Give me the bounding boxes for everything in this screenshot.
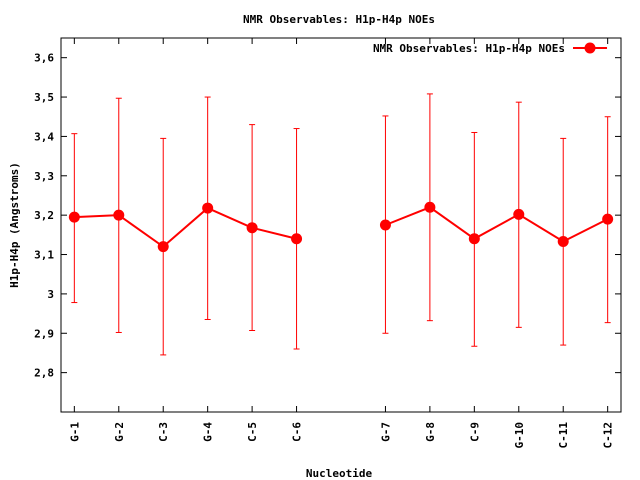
data-point [246, 222, 258, 234]
legend-marker [584, 42, 596, 54]
x-tick-label: C-9 [468, 422, 481, 442]
y-tick-label: 3,5 [34, 91, 54, 104]
y-tick-label: 3,4 [34, 130, 54, 143]
y-tick-label: 2,8 [34, 367, 54, 380]
y-tick-label: 2,9 [34, 327, 54, 340]
data-point [291, 233, 303, 245]
x-tick-label: G-4 [202, 422, 215, 442]
x-tick-label: G-10 [513, 422, 526, 449]
data-point [424, 201, 436, 213]
x-tick-label: G-2 [113, 422, 126, 442]
series-points [68, 201, 614, 253]
y-tick-label: 3,6 [34, 52, 54, 65]
x-tick-label: G-8 [424, 422, 437, 442]
series-lines [74, 206, 609, 248]
error-bars [71, 93, 611, 356]
y-axis: 2,8 2,9 3 3,1 3,2 3,3 3,4 3,5 3,6 [34, 52, 621, 380]
y-axis-label: H1p-H4p (Angstroms) [8, 162, 21, 288]
y-tick-label: 3,1 [34, 249, 54, 262]
x-tick-label: C-12 [602, 422, 615, 449]
data-point [379, 219, 391, 231]
x-tick-label: C-11 [557, 422, 570, 449]
plot-frame [60, 37, 622, 413]
legend: NMR Observables: H1p-H4p NOEs [373, 42, 607, 55]
y-tick-label: 3 [47, 288, 54, 301]
y-tick-label: 3,3 [34, 170, 54, 183]
x-axis-label: Nucleotide [306, 467, 373, 480]
data-point [68, 211, 80, 223]
x-tick-label: C-3 [157, 422, 170, 442]
data-point [113, 209, 125, 221]
x-axis: G-1 G-2 C-3 G-4 C-5 C-6 G-7 G-8 C-9 G-10 C-11 C-12 [68, 38, 615, 449]
data-point [557, 236, 569, 248]
series-line [385, 206, 609, 243]
data-point [602, 213, 614, 225]
x-tick-label: G-1 [68, 422, 81, 442]
x-tick-label: C-5 [246, 422, 259, 442]
x-tick-label: C-6 [291, 422, 304, 442]
x-tick-label: G-7 [379, 422, 392, 442]
series-line [74, 206, 297, 248]
data-point [513, 208, 525, 220]
data-point [468, 233, 480, 245]
legend-label: NMR Observables: H1p-H4p NOEs [373, 42, 565, 55]
chart-title: NMR Observables: H1p-H4p NOEs [243, 13, 435, 26]
y-tick-label: 3,2 [34, 209, 54, 222]
data-point [202, 202, 214, 214]
data-point [157, 241, 169, 253]
